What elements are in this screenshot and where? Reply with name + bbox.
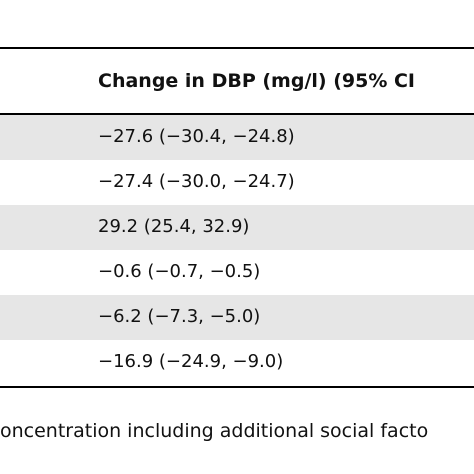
- dbp-change-cell: −6.2 (−7.3, −5.0): [98, 306, 261, 327]
- dbp-change-cell: −0.6 (−0.7, −0.5): [98, 261, 261, 282]
- table-bottom-rule: [0, 386, 474, 388]
- table-body: −27.6 (−30.4, −24.8) −27.4 (−30.0, −24.7…: [0, 115, 474, 385]
- table-row: −27.4 (−30.0, −24.7): [0, 160, 474, 205]
- header-divider-rule: [0, 113, 474, 115]
- dbp-change-cell: −27.4 (−30.0, −24.7): [98, 171, 295, 192]
- table-row: −0.6 (−0.7, −0.5): [0, 250, 474, 295]
- dbp-change-cell: −16.9 (−24.9, −9.0): [98, 351, 284, 372]
- dbp-change-cell: 29.2 (25.4, 32.9): [98, 216, 250, 237]
- table-top-rule: [0, 47, 474, 49]
- table-row: 29.2 (25.4, 32.9): [0, 205, 474, 250]
- table-row: −27.6 (−30.4, −24.8): [0, 115, 474, 160]
- column-header-change-in-dbp: Change in DBP (mg/l) (95% CI: [98, 70, 415, 92]
- table-footnote: oncentration including additional social…: [0, 420, 429, 442]
- dbp-change-cell: −27.6 (−30.4, −24.8): [98, 126, 295, 147]
- table-row: −6.2 (−7.3, −5.0): [0, 295, 474, 340]
- table-row: −16.9 (−24.9, −9.0): [0, 340, 474, 385]
